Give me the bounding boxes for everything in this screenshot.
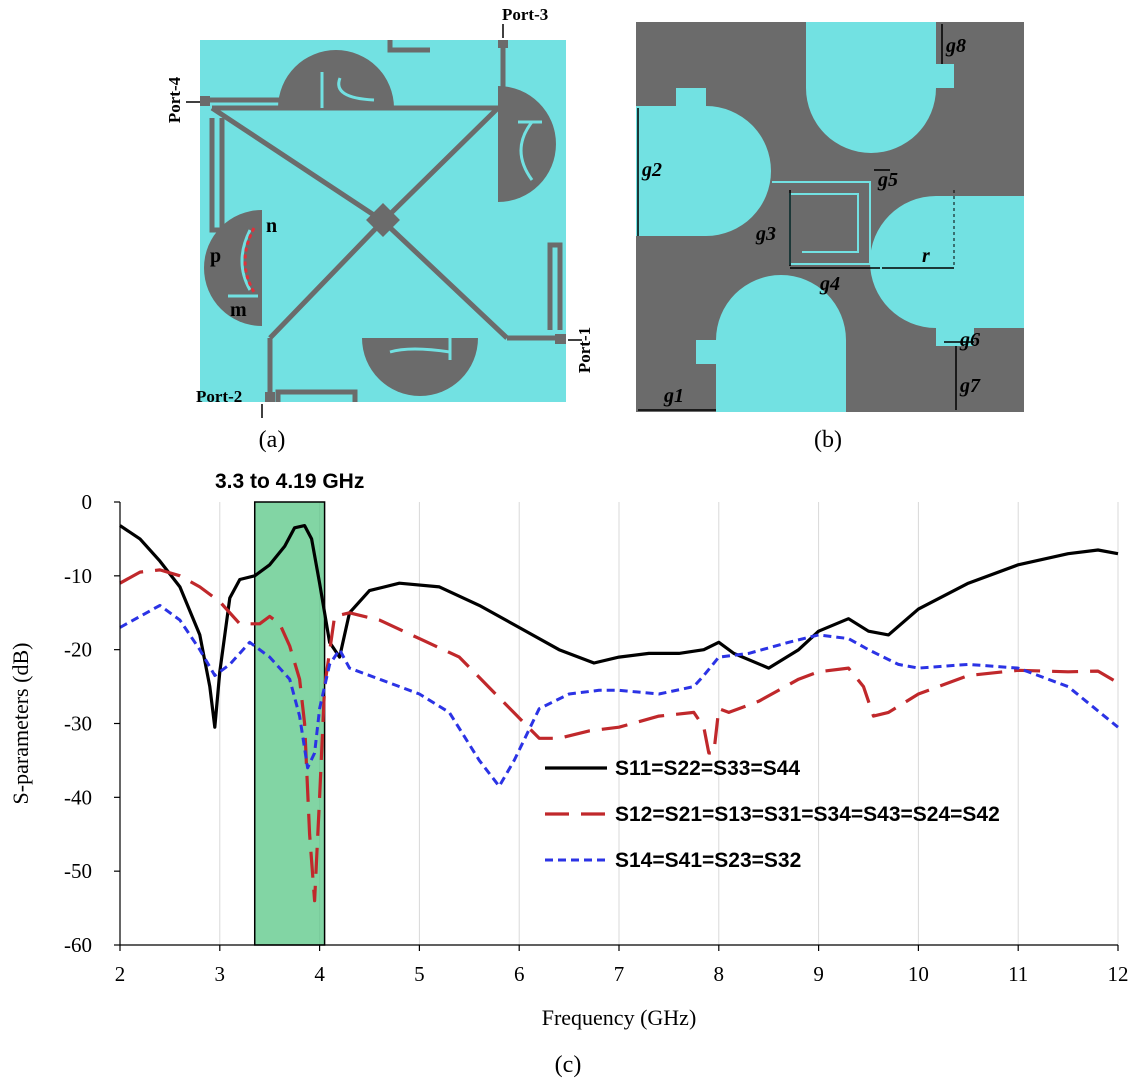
x-tick-label: 12 bbox=[1108, 962, 1129, 986]
dimension-g2-label: g2 bbox=[641, 159, 662, 181]
center-patch bbox=[366, 203, 400, 237]
y-tick-label: -50 bbox=[64, 859, 92, 883]
y-tick-label: -30 bbox=[64, 712, 92, 736]
caption-a: (a) bbox=[258, 427, 286, 453]
dimension-g6-label: g6 bbox=[959, 329, 980, 351]
slot-bottom bbox=[696, 275, 846, 412]
slot-left bbox=[636, 88, 771, 236]
y-tick-label: -60 bbox=[64, 933, 92, 957]
y-tick-label: -40 bbox=[64, 785, 92, 809]
antenna-layout-diagram: Port-3 Port-4 Port-1 Port-2 p n m bbox=[165, 5, 594, 418]
radiator-right bbox=[498, 86, 556, 202]
chart-axes bbox=[114, 501, 1119, 951]
port-4-label: Port-4 bbox=[165, 76, 184, 123]
series-line-1 bbox=[119, 524, 1119, 729]
x-tick-label: 3 bbox=[215, 962, 226, 986]
radiator-top bbox=[278, 50, 394, 108]
slot-right bbox=[870, 196, 1024, 346]
port-1-label: Port-1 bbox=[575, 327, 594, 373]
port-3-label: Port-3 bbox=[502, 5, 548, 24]
x-tick-label: 11 bbox=[1008, 962, 1028, 986]
dimension-m-label: m bbox=[230, 299, 247, 321]
y-tick-label: -20 bbox=[64, 638, 92, 662]
x-tick-label: 5 bbox=[414, 962, 425, 986]
x-tick-label: 7 bbox=[614, 962, 625, 986]
dimension-g8-label: g8 bbox=[945, 35, 966, 57]
dimension-g4-label: g4 bbox=[819, 273, 840, 295]
dimension-n-label: n bbox=[266, 215, 277, 237]
chart-legend: S11=S22=S33=S44 S12=S21=S13=S31=S34=S43=S… bbox=[545, 757, 1000, 872]
series-line-3 bbox=[119, 603, 1119, 788]
caption-c: (c) bbox=[554, 1052, 582, 1078]
decoupling-stubs bbox=[209, 40, 563, 402]
x-axis-title: Frequency (GHz) bbox=[542, 1005, 697, 1030]
radiator-slots bbox=[228, 72, 542, 360]
caption-b: (b) bbox=[814, 427, 842, 453]
chart-tick-labels: 0 -10 -20 -30 -40 -50 -60 2 3 4 5 6 7 8 9 10 11 12 bbox=[64, 490, 1129, 986]
legend-label-2: S12=S21=S13=S31=S34=S43=S24=S42 bbox=[615, 803, 1000, 826]
dimension-r-label: r bbox=[922, 245, 930, 267]
ground-plane-diagram: g1 g2 g3 g4 g5 g6 g7 g8 r bbox=[636, 22, 1024, 412]
legend-label-3: S14=S41=S23=S32 bbox=[615, 849, 801, 872]
y-axis-title: S-parameters (dB) bbox=[8, 643, 33, 805]
x-tick-label: 9 bbox=[813, 962, 824, 986]
x-tick-label: 10 bbox=[908, 962, 929, 986]
x-tick-label: 2 bbox=[115, 962, 126, 986]
band-label: 3.3 to 4.19 GHz bbox=[215, 470, 364, 493]
x-tick-label: 6 bbox=[514, 962, 525, 986]
series-line-2 bbox=[119, 568, 1119, 903]
chart-series bbox=[119, 524, 1119, 903]
legend-label-1: S11=S22=S33=S44 bbox=[615, 757, 800, 780]
chart-grid bbox=[219, 502, 1119, 945]
dimension-g1-label: g1 bbox=[663, 385, 684, 407]
s-parameter-chart: 3.3 to 4.19 GHz 0 -10 -20 -30 -40 -50 -60 2 3 4 5 6… bbox=[8, 470, 1129, 1030]
x-tick-label: 8 bbox=[714, 962, 725, 986]
dimension-g7-label: g7 bbox=[959, 375, 981, 397]
x-tick-label: 4 bbox=[314, 962, 325, 986]
dimension-g3-label: g3 bbox=[755, 223, 776, 245]
port-2-label: Port-2 bbox=[196, 387, 242, 406]
y-tick-label: 0 bbox=[82, 490, 93, 514]
dimension-g5-label: g5 bbox=[877, 169, 898, 191]
feed-network bbox=[204, 40, 555, 402]
dimension-p-label: p bbox=[210, 245, 221, 267]
slot-top bbox=[806, 22, 954, 153]
y-tick-label: -10 bbox=[64, 564, 92, 588]
